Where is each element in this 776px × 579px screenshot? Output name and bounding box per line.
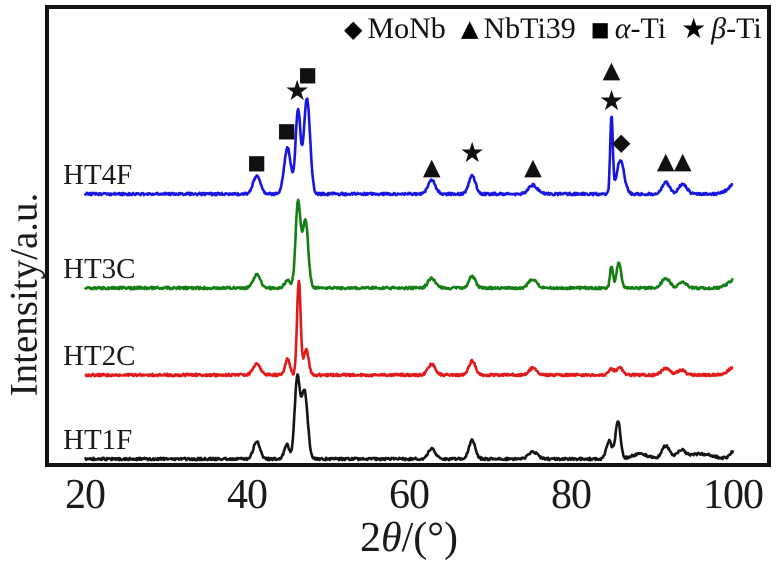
x-tick-label-80: 80: [551, 472, 592, 518]
x-axis-title: 2θ/(°): [360, 514, 458, 562]
legend-item-triangle: ▲ NbTi39: [461, 14, 576, 44]
legend-label-part: β: [711, 12, 727, 45]
star-marker-β-Ti: ★: [459, 136, 485, 169]
square-marker-α-Ti: ■: [277, 118, 297, 142]
x-axis-title-part: θ: [380, 515, 402, 561]
x-axis-title-part: /(°): [401, 515, 459, 561]
legend-item-diamond: ◆ MoNb: [344, 14, 446, 44]
legend-label-part: α: [614, 12, 631, 45]
x-tick-label-20: 20: [65, 472, 106, 518]
legend-label: β-Ti: [711, 14, 762, 44]
x-tick-label-60: 60: [389, 472, 430, 518]
legend-item-star: ★ β-Ti: [681, 14, 762, 44]
curve-ht2c: [84, 279, 734, 378]
star-icon: ★: [681, 12, 707, 45]
legend-label: NbTi39: [484, 14, 576, 44]
legend: ◆ MoNb ▲ NbTi39 ■ α-Ti ★ β-Ti: [344, 10, 762, 48]
diamond-icon: ◆: [344, 15, 363, 43]
square-icon: ■: [590, 17, 610, 41]
legend-label-part: -Ti: [726, 12, 762, 45]
curve-ht4f: [83, 97, 734, 197]
legend-label-part: NbTi39: [483, 12, 576, 45]
series-label-ht2c: HT2C: [63, 340, 136, 372]
x-tick-label-40: 40: [227, 472, 268, 518]
legend-label: MoNb: [367, 14, 445, 44]
series-label-ht3c: HT3C: [63, 253, 136, 285]
triangle-marker-NbTi39: ▲: [524, 154, 542, 181]
curve-ht3c: [83, 198, 734, 291]
legend-item-square: ■ α-Ti: [591, 14, 666, 44]
triangle-icon: ▲: [460, 15, 479, 42]
star-marker-β-Ti: ★: [598, 84, 625, 117]
diamond-marker-MoNb: ◆: [611, 128, 631, 156]
triangle-marker-NbTi39: ▲: [602, 57, 621, 84]
series-label-ht1f: HT1F: [63, 424, 133, 456]
series-label-ht4f: HT4F: [63, 159, 133, 191]
plot-frame: [45, 5, 771, 467]
square-marker-α-Ti: ■: [298, 62, 318, 86]
curve-ht1f: [83, 373, 735, 462]
triangle-marker-NbTi39: ▲: [673, 148, 692, 175]
x-tick-label-100: 100: [703, 472, 764, 518]
y-axis-label: Intensity/a.u.: [2, 192, 46, 397]
x-axis-title-part: 2: [359, 515, 381, 561]
legend-label-part: MoNb: [367, 12, 446, 45]
legend-label: α-Ti: [615, 14, 666, 44]
star-marker-β-Ti: ★: [284, 74, 310, 107]
triangle-marker-NbTi39: ▲: [422, 154, 441, 181]
legend-label-part: -Ti: [630, 12, 667, 45]
triangle-marker-NbTi39: ▲: [656, 148, 675, 175]
square-marker-α-Ti: ■: [247, 150, 267, 174]
